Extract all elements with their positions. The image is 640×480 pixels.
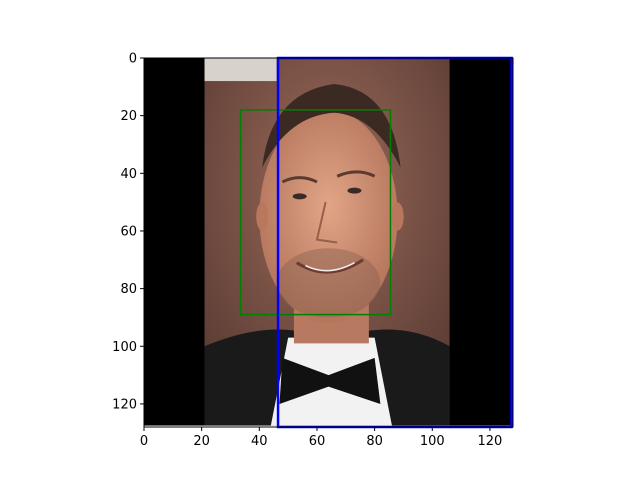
axes-frame xyxy=(143,57,514,428)
y-tick-label: 60 xyxy=(120,224,137,239)
x-tick-label: 100 xyxy=(420,434,445,449)
x-tick-label: 0 xyxy=(140,434,148,449)
right-brow-shape xyxy=(336,170,376,178)
x-tick-label: 120 xyxy=(478,434,503,449)
x-tick-label: 40 xyxy=(251,434,268,449)
mouth-shape xyxy=(295,258,364,274)
y-tick-label: 120 xyxy=(112,397,137,412)
y-tick-label: 0 xyxy=(129,52,137,67)
teeth-shape xyxy=(305,262,355,272)
left-ear-shape xyxy=(256,202,269,231)
x-tick-label: 80 xyxy=(366,434,383,449)
backdrop-light-patch xyxy=(204,58,277,82)
x-axis: 0 20 40 60 80 100 120 xyxy=(140,427,502,449)
y-axis: 0 20 40 60 80 100 120 xyxy=(112,52,144,412)
left-eye-shape xyxy=(292,193,307,200)
right-ear-shape xyxy=(391,202,404,231)
x-tick-label: 60 xyxy=(309,434,326,449)
y-tick-label: 80 xyxy=(120,282,137,297)
y-tick-label: 40 xyxy=(120,167,137,182)
nose-shape xyxy=(315,201,338,244)
x-tick-label: 20 xyxy=(193,434,210,449)
right-eye-shape xyxy=(347,187,362,194)
hair-shape xyxy=(262,83,401,168)
y-tick-label: 100 xyxy=(112,340,137,355)
green-box xyxy=(239,109,392,316)
bow-tie-shape xyxy=(279,357,381,404)
stubble-shape xyxy=(276,248,381,318)
y-tick-label: 20 xyxy=(120,109,137,124)
face-shape xyxy=(259,109,398,324)
photo-image xyxy=(144,58,512,426)
left-brow-shape xyxy=(281,176,318,184)
